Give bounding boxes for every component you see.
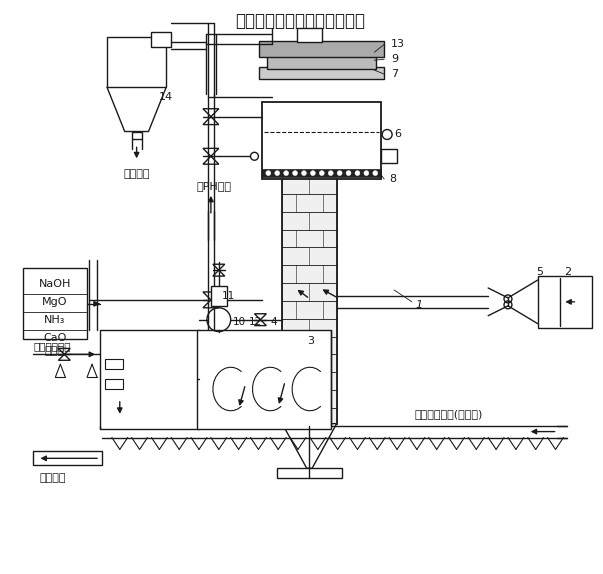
Bar <box>33 451 102 466</box>
Bar <box>262 169 381 177</box>
Bar <box>105 379 123 389</box>
Circle shape <box>292 170 297 176</box>
Bar <box>100 329 199 429</box>
Bar <box>297 28 322 42</box>
Circle shape <box>283 170 289 176</box>
Circle shape <box>346 170 351 176</box>
Bar <box>381 149 397 163</box>
Bar <box>282 230 336 247</box>
Text: 吸收剂: 吸收剂 <box>45 346 65 356</box>
Text: 14: 14 <box>159 92 172 102</box>
Bar <box>282 283 336 301</box>
Circle shape <box>275 170 280 176</box>
Circle shape <box>320 170 324 176</box>
Text: 自锅炉冲渣水(工业水): 自锅炉冲渣水(工业水) <box>414 409 483 419</box>
Text: 12: 12 <box>248 317 262 327</box>
Text: 2: 2 <box>564 267 571 277</box>
Text: 13: 13 <box>391 40 405 49</box>
Bar <box>282 372 336 390</box>
Text: MgO: MgO <box>42 297 68 307</box>
Bar <box>282 176 336 424</box>
Text: NH₃: NH₃ <box>44 315 66 325</box>
Text: 去引风机: 去引风机 <box>124 169 150 179</box>
Bar <box>151 33 171 47</box>
Text: 5: 5 <box>536 267 543 277</box>
Text: 自锅炉冲渣水: 自锅炉冲渣水 <box>34 342 71 351</box>
Bar <box>262 102 381 179</box>
Text: NaOH: NaOH <box>39 279 71 289</box>
Bar <box>277 468 342 478</box>
Circle shape <box>311 170 315 176</box>
Text: CaO: CaO <box>43 332 66 343</box>
Bar <box>282 265 336 283</box>
Circle shape <box>355 170 360 176</box>
Bar <box>267 55 376 69</box>
Circle shape <box>373 170 377 176</box>
Bar <box>259 41 384 57</box>
Bar <box>282 336 336 354</box>
Bar <box>282 354 336 372</box>
Text: 8: 8 <box>389 174 396 184</box>
Text: 11: 11 <box>222 291 235 301</box>
Text: 7: 7 <box>391 69 398 79</box>
Bar <box>107 37 166 87</box>
Text: 除尘脱硫工艺与装备系统示图: 除尘脱硫工艺与装备系统示图 <box>235 11 365 30</box>
Circle shape <box>337 170 342 176</box>
Text: 去PH调整: 去PH调整 <box>197 181 232 191</box>
Bar <box>282 176 336 194</box>
Bar <box>282 194 336 212</box>
Text: 1: 1 <box>415 300 423 310</box>
Text: 3: 3 <box>308 336 314 347</box>
Circle shape <box>364 170 369 176</box>
Text: 去渣浆泵: 去渣浆泵 <box>39 473 66 483</box>
Text: 9: 9 <box>391 54 398 64</box>
Polygon shape <box>282 424 336 468</box>
Text: 4: 4 <box>270 317 277 327</box>
Bar <box>282 408 336 424</box>
Bar <box>282 247 336 265</box>
Bar <box>282 301 336 319</box>
Bar <box>105 359 123 369</box>
Bar <box>197 329 330 429</box>
Bar <box>259 67 384 79</box>
Text: 6: 6 <box>394 130 401 139</box>
Circle shape <box>266 170 271 176</box>
Circle shape <box>302 170 306 176</box>
Bar <box>282 212 336 230</box>
Bar <box>131 131 142 139</box>
Bar <box>211 286 227 306</box>
Circle shape <box>328 170 333 176</box>
Bar <box>538 276 592 328</box>
Bar <box>23 268 87 339</box>
Bar <box>282 319 336 336</box>
Text: 10: 10 <box>233 317 246 327</box>
Bar <box>282 390 336 408</box>
